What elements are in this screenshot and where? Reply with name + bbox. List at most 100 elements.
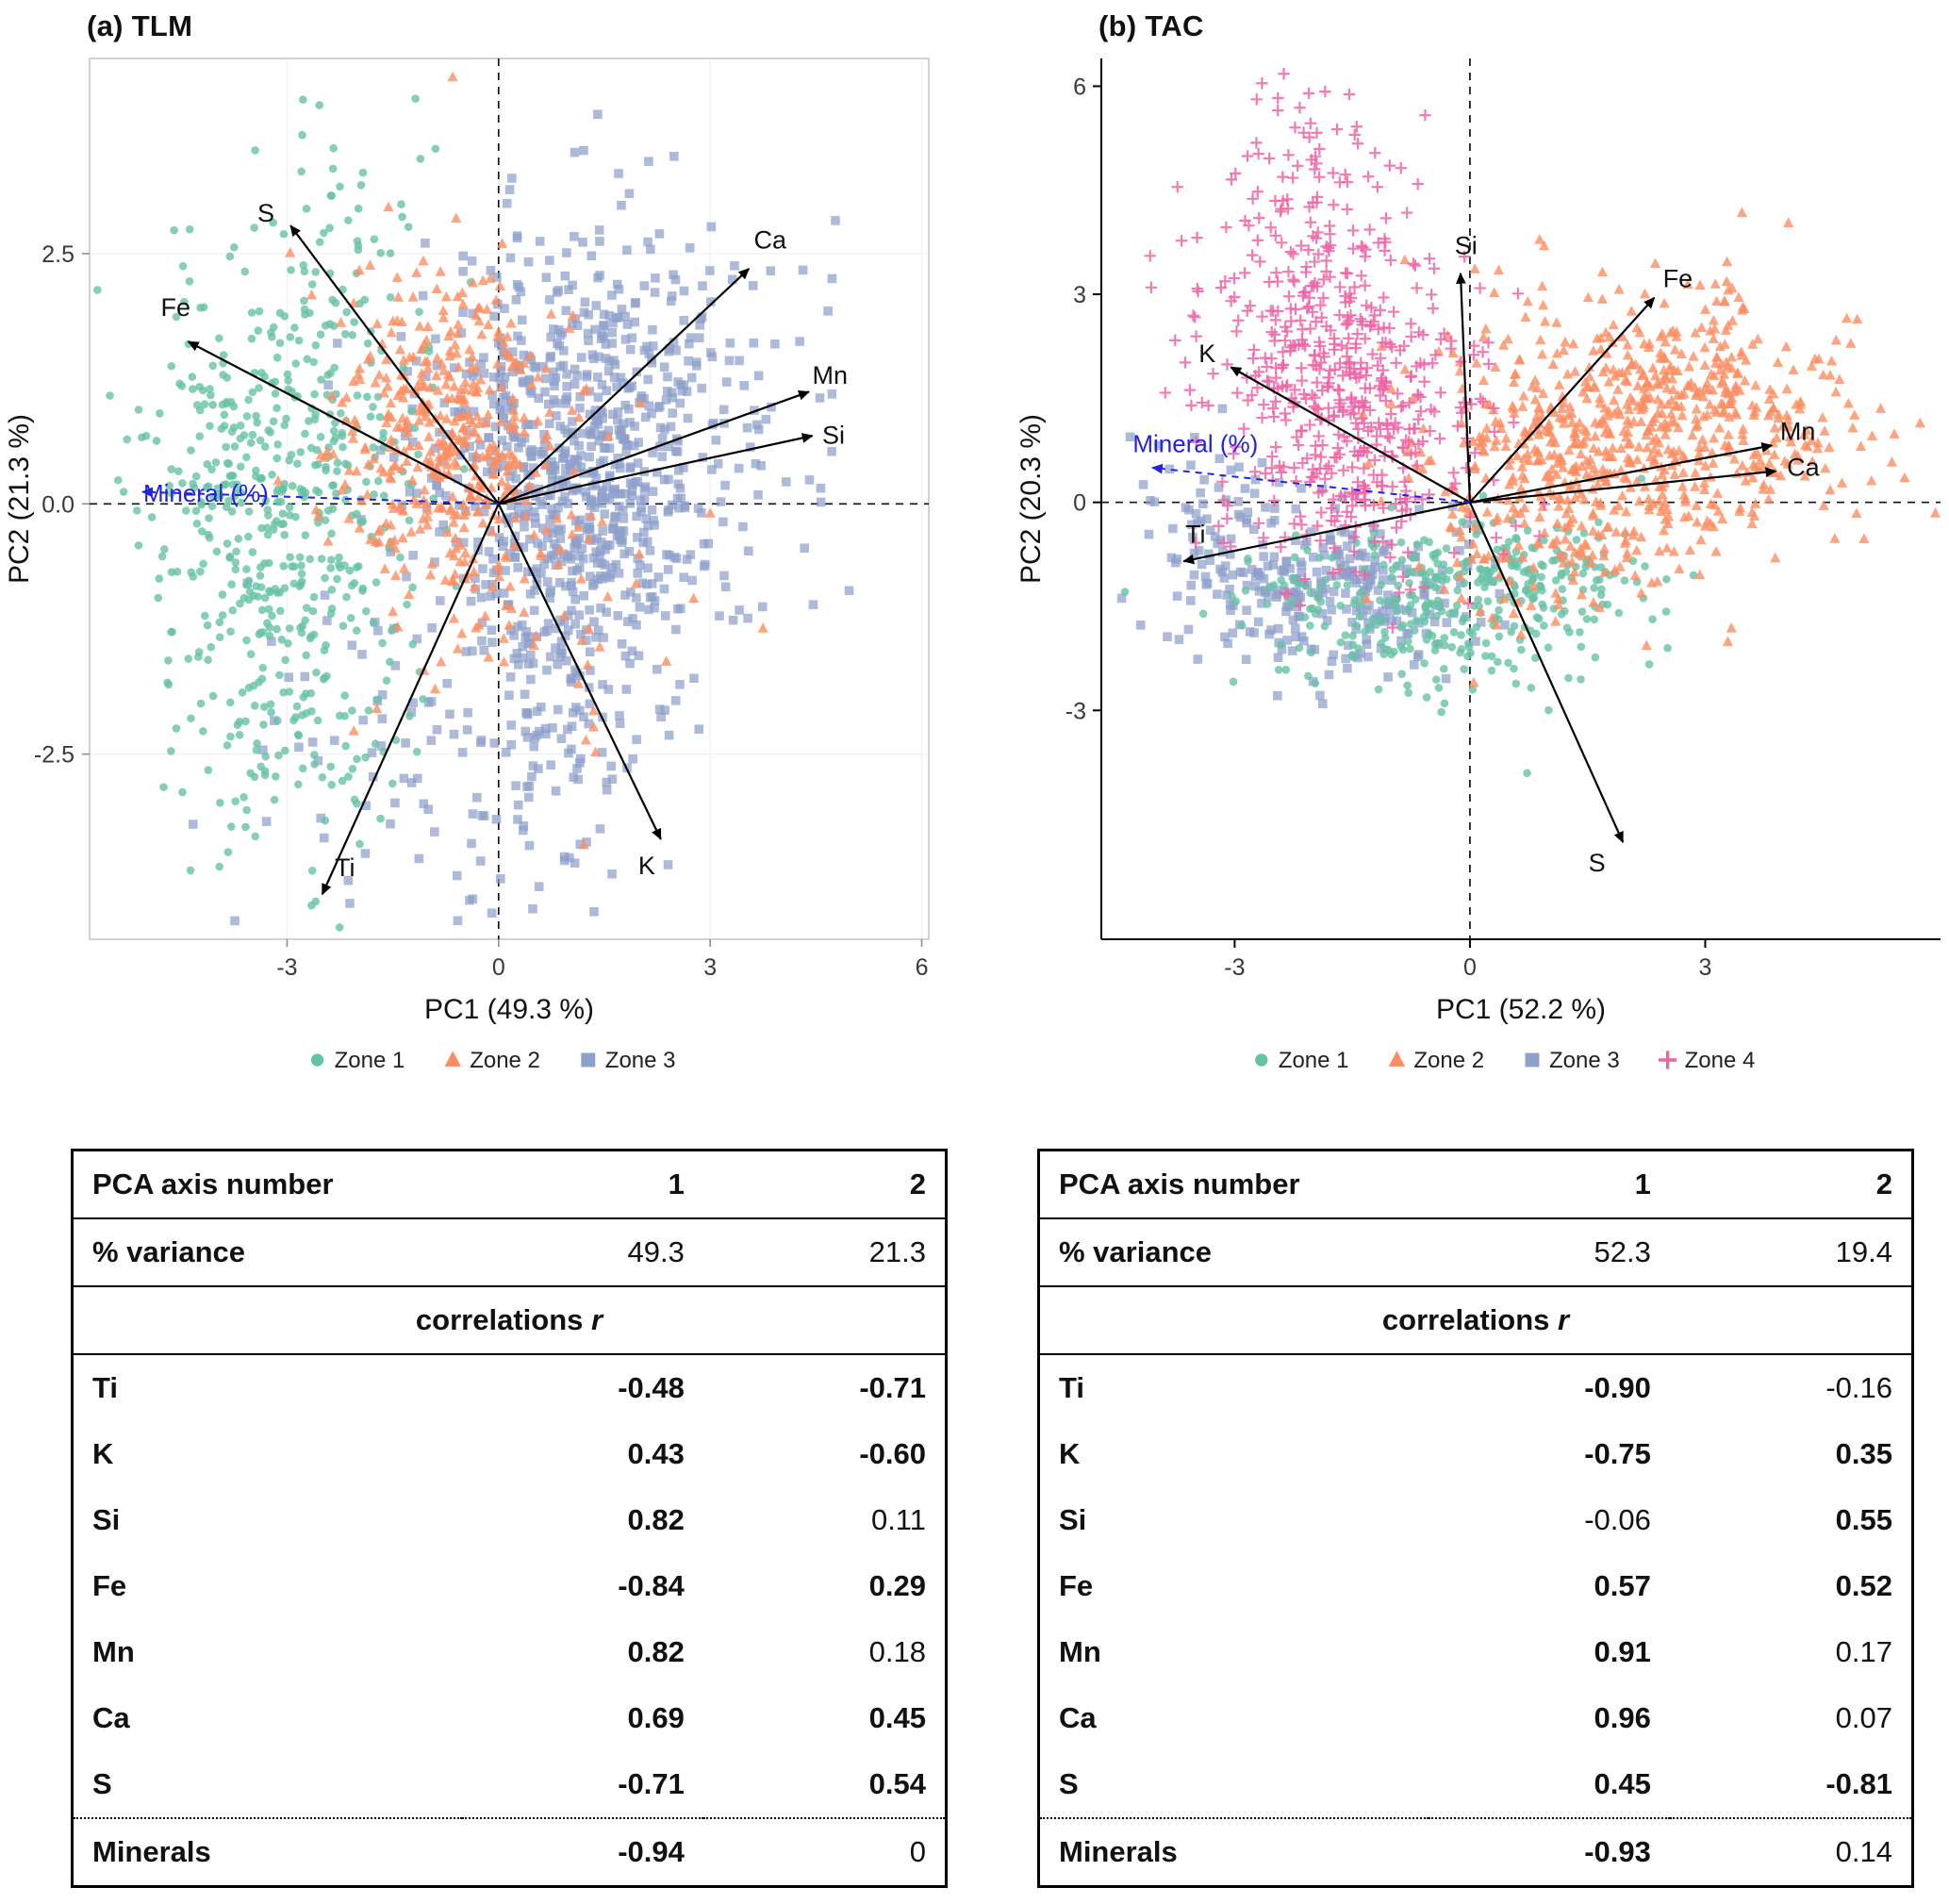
corr-axis1-Mn: 0.82	[627, 1635, 685, 1668]
loading-arrow-Mn	[498, 390, 810, 505]
loading-arrow-K	[497, 503, 662, 840]
y-axis-label: PC2 (21.3 %)	[4, 414, 35, 584]
corr-axis1-Fe: 0.57	[1594, 1569, 1651, 1602]
header-axis-1: 1	[1428, 1150, 1670, 1219]
corr-axis2-Mn: 0.17	[1835, 1635, 1892, 1668]
corr-axis1-Fe: -0.84	[618, 1569, 685, 1602]
legend-label-zone-1: Zone 1	[335, 1048, 405, 1073]
axes: -3 0 3 6 -2.5 0.0 2.5 PC1 (49.3 %) PC2 (21.3 %)	[4, 241, 928, 1025]
corr-axis2-S: 0.54	[868, 1767, 926, 1800]
element-label-Ti: Ti	[92, 1371, 118, 1404]
corr-axis1-Mn: 0.91	[1594, 1635, 1651, 1668]
loading-arrow-Ca	[1469, 467, 1777, 504]
mineral-arrow-label: Mineral (%)	[1132, 430, 1258, 458]
corr-axis1-S: 0.45	[1594, 1767, 1651, 1800]
corr-axis1-Ca: 0.96	[1594, 1701, 1651, 1734]
corr-axis2-Fe: 0.29	[868, 1569, 926, 1602]
variance-axis-2: 19.4	[1669, 1218, 1913, 1287]
legend-label-zone-3: Zone 3	[1549, 1048, 1620, 1073]
legend-label-zone-3: Zone 3	[605, 1048, 676, 1073]
scatter-points	[93, 71, 854, 932]
minerals-axis1: -0.94	[461, 1817, 703, 1887]
panel-tac-title: (b) TAC	[1098, 9, 1204, 42]
loading-label-Fe: Fe	[1663, 265, 1693, 293]
element-label-Fe: Fe	[1059, 1569, 1094, 1602]
y-tick-label: -2.5	[34, 742, 74, 769]
variance-axis-1: 52.3	[1428, 1218, 1670, 1287]
loading-arrow-Mn	[1469, 442, 1774, 504]
table-tlm-wrap: PCA axis number 1 2 % variance 49.3 21.3 corre…	[0, 1149, 978, 1888]
pca-table: PCA axis number 1 2 % variance 52.3 19.4 corre…	[1037, 1149, 1914, 1888]
corr-axis2-Si: 0.11	[870, 1503, 926, 1536]
element-label-K: K	[92, 1437, 114, 1470]
legend-label-zone-2: Zone 2	[1413, 1048, 1484, 1073]
element-label-Ti: Ti	[1059, 1371, 1084, 1404]
element-label-K: K	[1059, 1437, 1081, 1470]
element-label-S: S	[1059, 1767, 1079, 1800]
panel-tlm: (a) TLM S Fe Ca Mn Si K Ti Mineral (%) -3 0 3 6 -2.5…	[0, 0, 978, 1101]
variance-axis-2: 21.3	[702, 1218, 947, 1287]
corr-axis2-Fe: 0.52	[1835, 1569, 1892, 1602]
corr-axis2-Mn: 0.18	[868, 1635, 926, 1668]
corr-axis2-K: -0.60	[859, 1437, 926, 1470]
correlations-header: correlations r	[1038, 1286, 1913, 1355]
minerals-label: Minerals	[1038, 1817, 1429, 1887]
variance-label: % variance	[72, 1218, 462, 1287]
corr-axis1-Ti: -0.48	[618, 1371, 685, 1404]
element-label-S: S	[92, 1767, 112, 1800]
element-label-Ca: Ca	[92, 1701, 130, 1734]
element-label-Fe: Fe	[92, 1569, 127, 1602]
corr-axis2-Ca: 0.45	[868, 1701, 926, 1734]
loading-label-Ti: Ti	[1185, 520, 1206, 548]
loading-label-Ca: Ca	[1787, 454, 1820, 482]
y-tick-label: 6	[1073, 74, 1086, 100]
y-axis-label: PC2 (20.3 %)	[1016, 414, 1047, 584]
loading-arrows: Si Fe K Mn Ca Ti S Mineral (%)	[1132, 231, 1820, 877]
loading-arrow-S	[289, 224, 500, 505]
x-tick-label: -3	[276, 954, 297, 981]
pca-table-tac-host: PCA axis number 1 2 % variance 52.3 19.4 corre…	[1037, 1149, 1949, 1888]
element-label-Ca: Ca	[1059, 1701, 1097, 1734]
element-label-Si: Si	[1059, 1503, 1087, 1536]
element-label-Mn: Mn	[1059, 1635, 1101, 1668]
correlations-header: correlations r	[72, 1286, 947, 1355]
loading-label-K: K	[638, 852, 655, 880]
mineral-arrow-label: Mineral (%)	[143, 479, 269, 507]
corr-axis2-S: -0.81	[1825, 1767, 1892, 1800]
x-axis-label: PC1 (49.3 %)	[424, 994, 594, 1025]
table-tac-wrap: PCA axis number 1 2 % variance 52.3 19.4 corre…	[978, 1149, 1949, 1888]
loading-arrow-Fe	[187, 340, 500, 505]
y-tick-label: 3	[1073, 282, 1086, 308]
loading-arrow-Si	[1455, 272, 1472, 503]
minerals-axis2: 0	[702, 1817, 947, 1887]
loading-arrow-Fe	[1469, 296, 1656, 504]
variance-axis-1: 49.3	[461, 1218, 703, 1287]
corr-axis1-Si: -0.06	[1584, 1503, 1651, 1536]
pca-biplot-tac: Si Fe K Mn Ca Ti S Mineral (%) -3 0 3 -3 0 3 6 PC1 (52.…	[1016, 58, 1941, 1073]
loading-label-S: S	[257, 199, 274, 227]
x-tick-label: 0	[1463, 954, 1477, 981]
corr-axis1-S: -0.71	[618, 1767, 685, 1800]
x-tick-label: -3	[1224, 954, 1245, 981]
loading-label-Fe: Fe	[160, 293, 190, 322]
loading-arrow-Ca	[498, 268, 751, 505]
header-axis-1: 1	[461, 1150, 703, 1219]
corr-axis2-Ti: -0.71	[859, 1371, 926, 1404]
tables-row: PCA axis number 1 2% variance 49.3 21.3 corre…	[0, 1149, 1949, 1888]
mineral-arrow	[141, 487, 499, 505]
x-tick-label: 3	[703, 954, 717, 981]
scatter-points	[1116, 68, 1941, 778]
loading-label-Mn: Mn	[813, 361, 849, 389]
loading-label-K: K	[1198, 339, 1215, 368]
loading-label-S: S	[1589, 849, 1606, 877]
loading-label-Ti: Ti	[335, 853, 355, 882]
legend: Zone 1 Zone 2 Zone 3 Zone 4	[1255, 1048, 1755, 1073]
corr-axis2-K: 0.35	[1835, 1437, 1892, 1470]
loading-label-Mn: Mn	[1780, 417, 1816, 445]
mineral-arrow	[1150, 463, 1471, 504]
loading-label-Si: Si	[1455, 231, 1478, 259]
corr-axis1-Ti: -0.90	[1584, 1371, 1651, 1404]
x-axis-label: PC1 (52.2 %)	[1436, 994, 1606, 1025]
loading-arrow-Si	[498, 433, 814, 505]
